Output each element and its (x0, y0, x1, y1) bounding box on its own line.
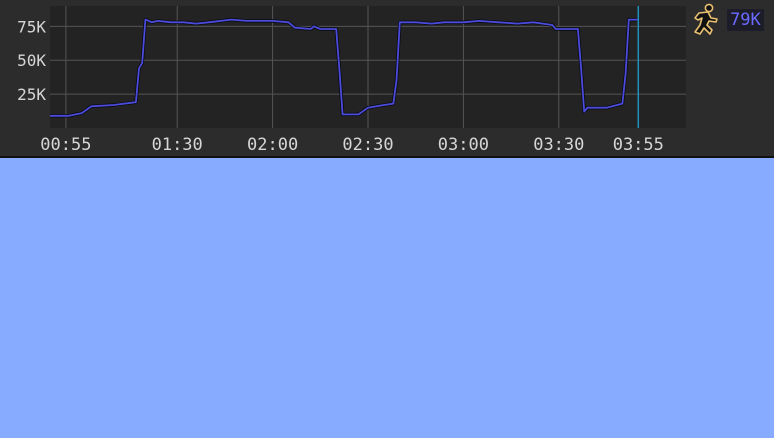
chart-svg: 25K 50K 75K 00:55 01:30 02:00 02:30 03:00 03:30… (17, 6, 686, 155)
x-tick-label: 00:55 (40, 135, 91, 155)
x-tick-label: 03:00 (438, 135, 489, 155)
x-tick-label: 03:55 (613, 135, 664, 155)
current-value-badge: 79K (727, 9, 764, 31)
x-tick-label: 02:00 (247, 135, 298, 155)
runner-icon (694, 3, 718, 35)
x-tick-label: 02:30 (342, 135, 393, 155)
x-tick-label: 03:30 (533, 135, 584, 155)
y-tick-label: 25K (17, 85, 46, 104)
x-tick-label: 01:30 (152, 135, 203, 155)
y-tick-label: 50K (17, 51, 46, 70)
series-line (50, 18, 639, 117)
y-tick-label: 75K (17, 17, 46, 36)
chart-panel: 25K 50K 75K 00:55 01:30 02:00 02:30 03:00 03:30… (0, 0, 774, 158)
